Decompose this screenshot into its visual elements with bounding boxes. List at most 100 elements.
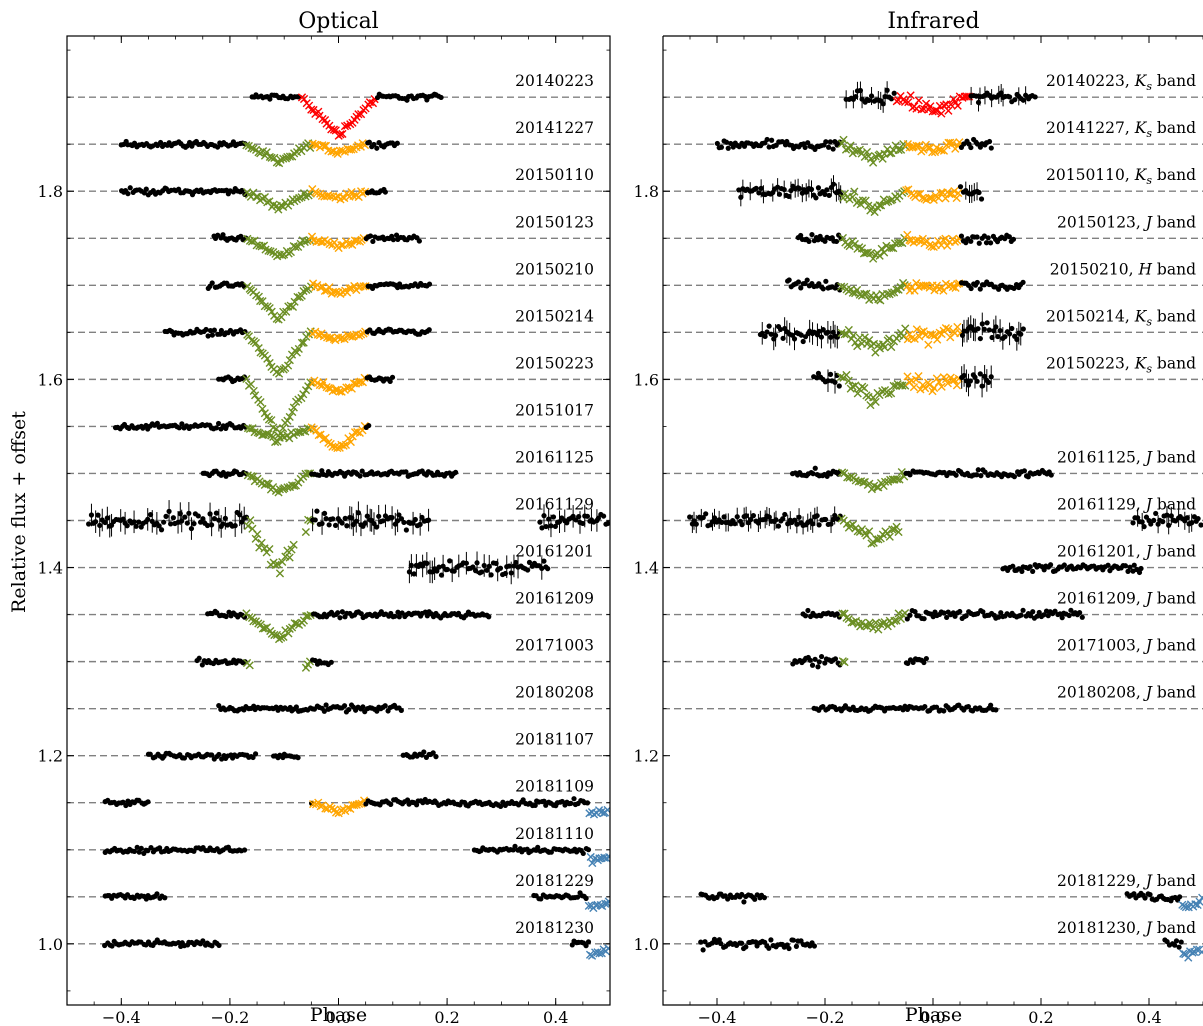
data-point — [294, 344, 303, 354]
data-point — [488, 572, 494, 578]
data-point — [266, 247, 275, 256]
data-point — [702, 939, 708, 945]
data-point — [166, 508, 172, 514]
data-point — [209, 280, 215, 286]
data-point — [816, 522, 822, 528]
data-point — [1020, 97, 1026, 103]
data-point — [1178, 939, 1184, 945]
series-label-suffix: band — [1152, 307, 1196, 325]
data-point — [791, 336, 798, 342]
data-point — [285, 356, 294, 365]
data-point — [798, 232, 804, 239]
data-point — [1198, 893, 1203, 902]
data-point — [996, 614, 1002, 620]
data-point — [537, 519, 543, 525]
data-point — [470, 564, 476, 570]
data-point — [325, 283, 334, 292]
optical-series-labels: 20140223 20141227 20150110 20150123 20150210… — [515, 72, 594, 937]
data-point — [520, 797, 526, 803]
series-label-date: 20161209 — [515, 590, 594, 608]
data-point — [411, 571, 417, 577]
data-point — [257, 538, 266, 547]
data-point — [884, 389, 893, 399]
data-point — [1061, 562, 1067, 568]
data-point — [743, 513, 749, 519]
series-label-date: 20181229 — [515, 872, 594, 890]
data-point — [595, 515, 602, 521]
data-point — [419, 514, 425, 520]
series-label-date: 20151017 — [515, 401, 594, 419]
data-point — [937, 382, 946, 391]
y-axis-label: Relative flux + offset — [8, 411, 30, 613]
data-point — [906, 91, 915, 100]
data-point — [304, 515, 313, 524]
data-point — [358, 378, 367, 387]
data-point — [1027, 564, 1033, 570]
data-point — [102, 519, 108, 526]
data-point — [209, 332, 216, 338]
data-point — [300, 237, 309, 247]
x-tick-label: 0.4 — [1136, 1008, 1161, 1026]
data-point — [344, 523, 350, 529]
data-point — [316, 430, 325, 439]
data-point — [842, 370, 851, 380]
data-point — [976, 240, 982, 246]
data-point — [535, 844, 541, 850]
data-point — [1066, 612, 1072, 619]
series-label-date: 20181229, — [1057, 872, 1146, 890]
data-point — [1047, 562, 1054, 568]
data-point — [279, 154, 288, 163]
data-point — [882, 93, 888, 100]
data-point — [811, 943, 818, 949]
data-point — [882, 289, 892, 299]
data-point — [809, 662, 816, 668]
data-point — [977, 286, 983, 292]
data-point — [1141, 524, 1147, 530]
data-point — [889, 381, 898, 390]
data-point — [1197, 947, 1203, 957]
data-point — [250, 754, 256, 761]
data-point — [876, 620, 885, 629]
data-point — [325, 239, 334, 249]
data-point — [374, 708, 380, 714]
data-point — [775, 523, 782, 529]
data-point — [584, 513, 591, 519]
data-point — [791, 517, 798, 523]
data-point — [433, 754, 439, 760]
data-point — [550, 514, 557, 520]
data-point — [209, 522, 215, 528]
series-label-suffix: band — [1152, 590, 1196, 608]
data-point — [786, 945, 792, 952]
data-point — [805, 607, 811, 614]
series-label: 20181110 — [515, 825, 594, 843]
data-point — [929, 383, 939, 393]
y-tick-label: 1.2 — [38, 747, 63, 766]
series-label-date: 20141227 — [515, 119, 594, 137]
data-point — [308, 279, 318, 288]
data-point — [894, 145, 903, 155]
data-point — [861, 196, 870, 205]
data-point — [809, 231, 815, 238]
data-point — [848, 288, 857, 297]
data-point — [541, 513, 547, 519]
series-label: 20181229, J band — [1057, 872, 1196, 890]
data-point — [867, 620, 876, 629]
data-point — [181, 755, 188, 761]
data-point — [739, 891, 745, 898]
data-point — [265, 197, 274, 206]
data-point — [965, 703, 971, 710]
data-point — [288, 302, 298, 311]
data-point — [815, 664, 821, 670]
data-point — [346, 706, 352, 713]
optical-data-points — [86, 91, 610, 960]
data-point — [904, 98, 913, 107]
data-point — [220, 232, 226, 238]
data-point — [340, 122, 350, 131]
data-point — [157, 139, 164, 146]
data-point — [874, 625, 883, 634]
data-point — [804, 277, 810, 283]
data-point — [900, 97, 910, 107]
data-point — [254, 343, 263, 353]
data-point — [723, 139, 730, 145]
